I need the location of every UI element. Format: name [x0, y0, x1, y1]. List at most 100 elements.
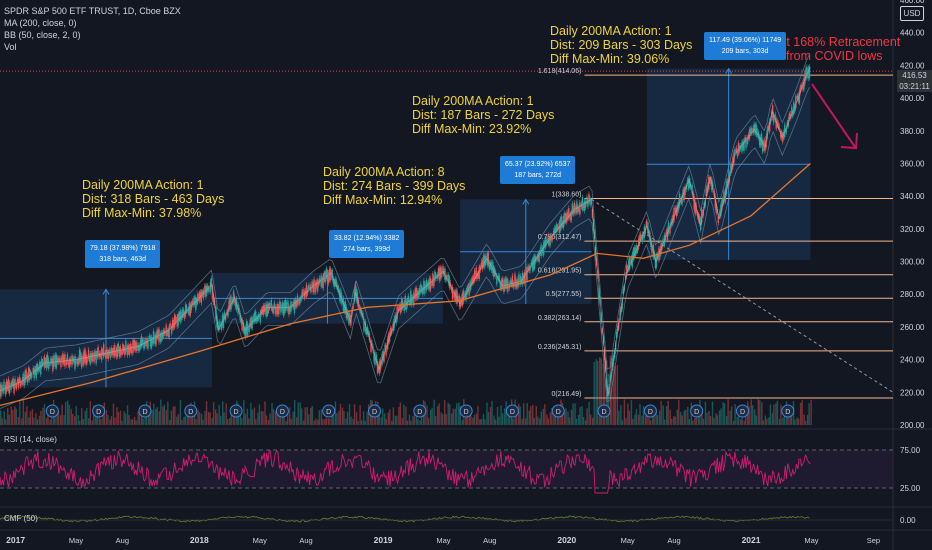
- retracement-note-line2: from COVID lows: [786, 49, 883, 63]
- candle-body: [384, 344, 386, 350]
- y-tick-label: 320.00: [900, 225, 925, 234]
- candle-body: [415, 287, 417, 299]
- y-tick-label: 380.00: [900, 127, 925, 136]
- volume-bar: [680, 411, 682, 425]
- volume-bar: [500, 405, 502, 425]
- volume-bar: [202, 419, 204, 425]
- candle-body: [590, 200, 592, 205]
- volume-bar: [480, 418, 483, 425]
- candle-body: [115, 349, 117, 358]
- candle-body: [5, 380, 8, 392]
- candle-body: [363, 318, 365, 332]
- candle-body: [398, 305, 401, 309]
- candle-body: [471, 277, 474, 284]
- candle-body: [75, 359, 77, 365]
- x-tick-label: Aug: [483, 536, 496, 545]
- candle-body: [146, 341, 148, 347]
- measure-box-1[interactable]: 79.18 (37.98%) 7918 318 bars, 463d: [85, 240, 161, 268]
- candle-body: [733, 152, 735, 163]
- candle-body: [125, 340, 127, 352]
- volume-bar: [353, 404, 356, 425]
- candle-body: [795, 96, 797, 108]
- candle-body: [789, 113, 792, 119]
- candle-body: [178, 314, 180, 319]
- candle-body: [458, 296, 461, 308]
- candle-body: [91, 352, 94, 362]
- dividend-marker-label: D: [234, 409, 239, 416]
- candle-body: [323, 273, 325, 280]
- volume-bar: [440, 412, 442, 425]
- measure-box-3[interactable]: 65.37 (23.92%) 6537 187 bars, 272d: [500, 156, 576, 184]
- candle-body: [794, 106, 796, 112]
- volume-bar: [260, 411, 263, 425]
- measure-box-2[interactable]: 33.82 (12.94%) 3382 274 bars, 399d: [329, 230, 405, 258]
- candle-body: [187, 309, 189, 314]
- candle-body: [373, 351, 375, 362]
- candle-body: [420, 283, 422, 293]
- volume-bar: [676, 409, 678, 425]
- volume-bar: [537, 416, 539, 425]
- measure-box-4[interactable]: 117.49 (39.06%) 11749 209 bars, 303d: [704, 32, 787, 60]
- volume-bar: [730, 406, 733, 425]
- indicator-ma[interactable]: MA (200, close, 0): [4, 18, 77, 28]
- candle-body: [721, 200, 723, 211]
- volume-bar: [665, 406, 668, 425]
- volume-bar: [533, 418, 535, 425]
- rsi-tick-label: 75.00: [900, 446, 921, 455]
- volume-bar: [688, 419, 691, 425]
- indicator-bb[interactable]: BB (50, close, 2, 0): [4, 30, 81, 40]
- volume-bar: [737, 415, 740, 425]
- candle-body: [74, 356, 76, 369]
- candle-body: [221, 314, 224, 326]
- volume-bar: [290, 419, 292, 425]
- volume-bar: [295, 417, 298, 425]
- candle-body: [798, 91, 801, 103]
- candle-body: [107, 352, 109, 360]
- dividend-marker-label: D: [188, 409, 193, 416]
- volume-bar: [443, 400, 446, 425]
- candle-body: [233, 296, 236, 303]
- candle-body: [337, 284, 339, 290]
- candle-body: [479, 265, 481, 271]
- candle-body: [268, 304, 270, 311]
- candle-body: [11, 380, 13, 386]
- volume-bar: [775, 403, 777, 425]
- candle-body: [497, 275, 500, 281]
- candle-body: [533, 255, 536, 269]
- volume-bar: [692, 420, 694, 425]
- volume-bar: [332, 410, 335, 425]
- candle-body: [431, 281, 433, 286]
- volume-bar: [313, 420, 316, 425]
- volume-bar: [687, 406, 689, 425]
- volume-bar: [246, 408, 249, 425]
- dividend-marker-label: D: [602, 409, 607, 416]
- volume-bar: [345, 418, 347, 425]
- candle-body: [550, 235, 552, 241]
- volume-bar: [167, 401, 169, 425]
- volume-bar: [3, 411, 5, 425]
- candle-body: [40, 363, 42, 375]
- candle-body: [123, 346, 125, 352]
- indicator-vol[interactable]: Vol: [4, 42, 17, 52]
- volume-bar: [299, 402, 301, 425]
- candle-body: [638, 238, 640, 247]
- candle-body: [389, 328, 392, 335]
- volume-bar: [718, 410, 721, 425]
- candle-body: [475, 267, 477, 280]
- candle-body: [201, 291, 204, 296]
- volume-bar: [470, 415, 472, 425]
- volume-bar: [128, 415, 130, 425]
- y-tick-label: 340.00: [900, 192, 925, 201]
- volume-bar: [301, 408, 303, 425]
- volume-bar: [198, 412, 201, 425]
- candle-body: [335, 279, 337, 287]
- currency-badge[interactable]: USD: [900, 6, 924, 21]
- volume-bar: [54, 411, 56, 425]
- rsi-label[interactable]: RSI (14, close): [4, 435, 57, 444]
- candle-body: [346, 311, 349, 319]
- dividend-marker-label: D: [785, 409, 790, 416]
- candle-body: [174, 316, 177, 322]
- candle-body: [31, 374, 33, 378]
- candle-body: [647, 221, 649, 234]
- cmf-label[interactable]: CMF (50): [4, 514, 38, 523]
